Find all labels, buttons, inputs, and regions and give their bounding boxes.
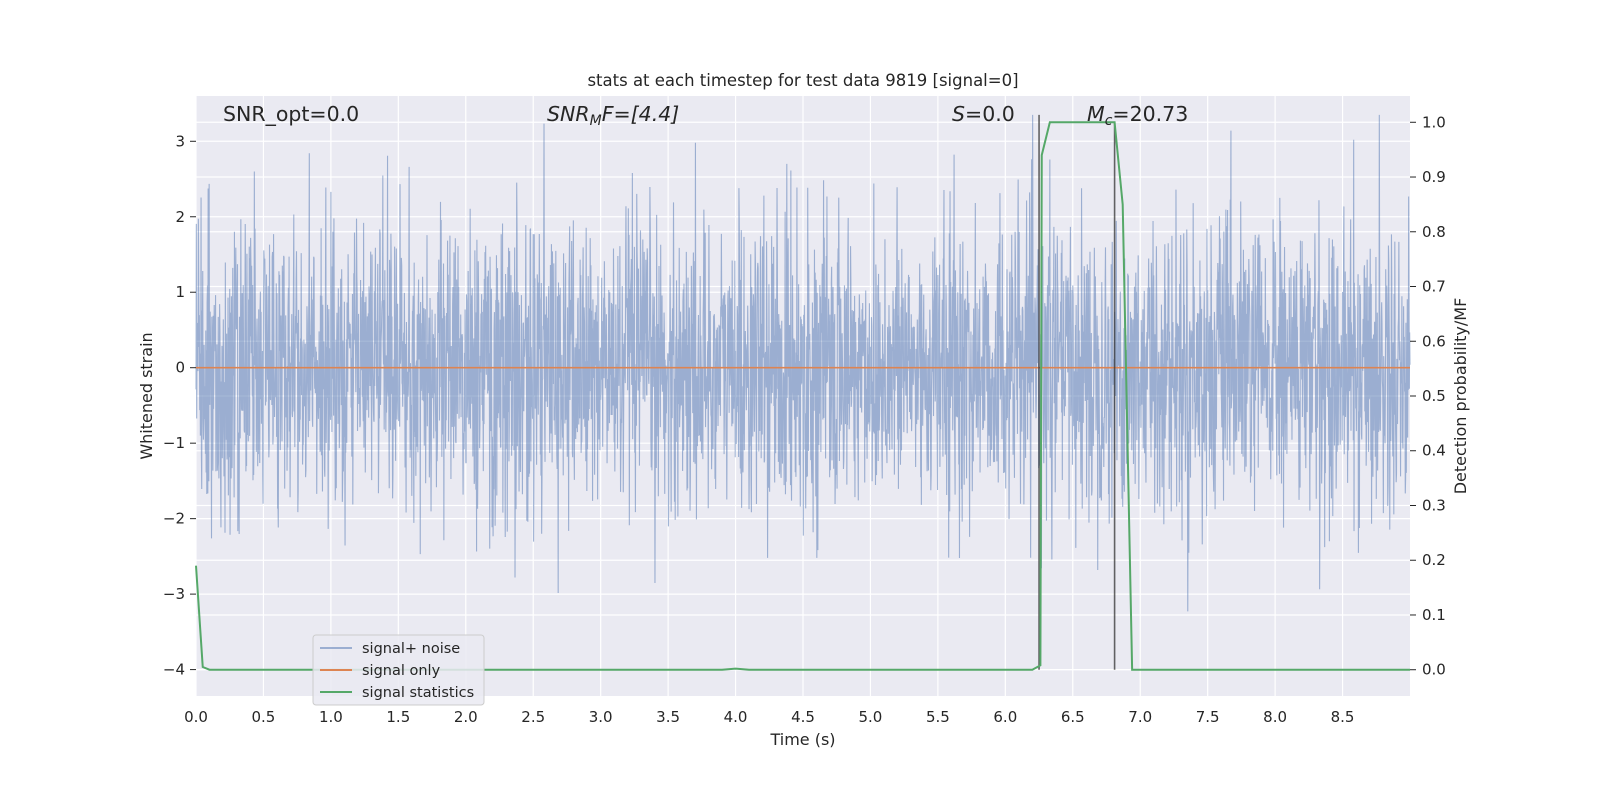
y-tick-label-1: 2 bbox=[175, 208, 185, 226]
x-tick-label-15: 7.5 bbox=[1196, 708, 1220, 726]
x-tick-label-10: 5.0 bbox=[859, 708, 883, 726]
x-tick-label-14: 7.0 bbox=[1128, 708, 1152, 726]
x-axis-label: Time (s) bbox=[769, 730, 835, 749]
x-tick-label-4: 2.0 bbox=[454, 708, 478, 726]
x-tick-label-13: 6.5 bbox=[1061, 708, 1085, 726]
y-axis-right-label: Detection probability/MF bbox=[1451, 298, 1470, 495]
y-tick-label-6: −3 bbox=[163, 585, 185, 603]
x-tick-label-6: 3.0 bbox=[589, 708, 613, 726]
series-signal-statistics bbox=[195, 121, 1410, 671]
annotation-mc-sub: c bbox=[1105, 113, 1113, 129]
annotation-s: S=0.0 bbox=[952, 102, 1015, 126]
annotation-s-value: =0.0 bbox=[965, 102, 1015, 126]
y-right-tick-label-5: 0.5 bbox=[1422, 387, 1446, 405]
y-tick-label-2: 1 bbox=[175, 283, 185, 301]
y-axis-ticks: 3 2 1 0 −1 −2 −3 −4 bbox=[163, 132, 196, 679]
x-tick-label-9: 4.5 bbox=[791, 708, 815, 726]
annotation-snr-mf-base: SNR bbox=[547, 102, 590, 126]
y-right-tick-label-10: 0.0 bbox=[1422, 661, 1446, 679]
y-right-tick-label-6: 0.4 bbox=[1422, 442, 1446, 460]
annotation-mc-value: =20.73 bbox=[1112, 102, 1188, 126]
series-signal-plus-noise bbox=[195, 114, 1411, 612]
y-right-tick-label-7: 0.3 bbox=[1422, 496, 1446, 514]
y-right-tick-label-3: 0.7 bbox=[1422, 278, 1446, 296]
x-tick-label-0: 0.0 bbox=[184, 708, 208, 726]
y-tick-label-5: −2 bbox=[163, 510, 185, 528]
legend-box bbox=[312, 634, 485, 706]
x-tick-label-12: 6.0 bbox=[993, 708, 1017, 726]
noise-trace-path bbox=[195, 114, 1411, 612]
x-tick-label-3: 1.5 bbox=[386, 708, 410, 726]
x-tick-label-16: 8.0 bbox=[1263, 708, 1287, 726]
y-tick-label-4: −1 bbox=[163, 434, 185, 452]
annotation-snr-opt: SNR_opt=0.0 bbox=[223, 102, 359, 127]
annotation-s-symbol: S bbox=[952, 102, 965, 126]
y-right-tick-label-9: 0.1 bbox=[1422, 606, 1446, 624]
x-tick-label-1: 0.5 bbox=[252, 708, 276, 726]
x-tick-label-7: 3.5 bbox=[656, 708, 680, 726]
legend-label-signal-only: signal only bbox=[362, 663, 441, 679]
y-right-tick-label-1: 0.9 bbox=[1422, 168, 1446, 186]
y-tick-label-0: 3 bbox=[175, 132, 185, 150]
x-tick-label-17: 8.5 bbox=[1331, 708, 1355, 726]
y-tick-label-3: 0 bbox=[175, 359, 185, 377]
x-tick-label-2: 1.0 bbox=[319, 708, 343, 726]
y-right-tick-label-0: 1.0 bbox=[1422, 113, 1446, 131]
y-right-tick-label-4: 0.6 bbox=[1422, 332, 1446, 350]
y-right-tick-label-8: 0.2 bbox=[1422, 551, 1446, 569]
legend-label-signal-plus-noise: signal+ noise bbox=[362, 641, 460, 657]
x-tick-label-11: 5.5 bbox=[926, 708, 950, 726]
x-axis-ticks: 0.0 0.5 1.0 1.5 2.0 2.5 3.0 3.5 4.0 4.5 5.0 5.5 6.0 6… bbox=[184, 708, 1354, 726]
legend: signal+ noise signal only signal statist… bbox=[312, 634, 485, 706]
chart-title: stats at each timestep for test data 981… bbox=[587, 71, 1018, 90]
y-right-tick-label-2: 0.8 bbox=[1422, 223, 1446, 241]
annotation-snr-mf-rest: F=[4.4] bbox=[602, 102, 680, 126]
annotation-snr-mf: SNRMF=[4.4] bbox=[547, 102, 679, 129]
y-axis-label: Whitened strain bbox=[137, 332, 156, 459]
x-tick-label-8: 4.0 bbox=[724, 708, 748, 726]
annotation-mc-symbol: M bbox=[1087, 102, 1105, 126]
vertical-markers bbox=[1038, 114, 1116, 670]
y-axis-right-ticks: 1.0 0.9 0.8 0.7 0.6 0.5 0.4 0.3 0.2 0.1 0.0 bbox=[1410, 113, 1446, 679]
legend-label-signal-statistics: signal statistics bbox=[362, 685, 474, 701]
x-tick-label-5: 2.5 bbox=[521, 708, 545, 726]
signal-statistics-line bbox=[195, 121, 1410, 671]
annotation-snr-mf-sub: M bbox=[590, 113, 602, 129]
y-tick-label-7: −4 bbox=[163, 661, 185, 679]
annotation-mc: Mc=20.73 bbox=[1087, 102, 1188, 129]
